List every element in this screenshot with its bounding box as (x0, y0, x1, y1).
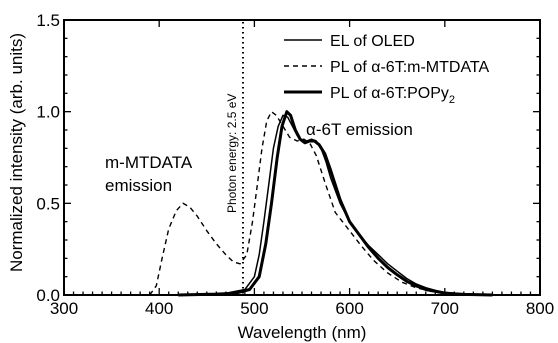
x-tick-label-300: 300 (50, 299, 78, 318)
x-tick-label-400: 400 (145, 299, 173, 318)
series-layer (149, 110, 493, 297)
annotation-mmtdata-line-1: m-MTDATA (105, 153, 193, 172)
annotation-mmtdata-line-2: emission (105, 176, 172, 195)
series-line-2 (178, 110, 493, 297)
ticks-layer: 300 400 500 600 700 800 0.0 0.5 1.0 1.5 (36, 11, 554, 318)
x-tick-label-600: 600 (335, 299, 363, 318)
photon-energy-label: Photon energy: 2.5 eV (225, 94, 239, 213)
y-axis-title: Normalized intensity (arb. units) (7, 33, 26, 272)
y-tick-label-0.5: 0.5 (36, 194, 60, 213)
x-tick-label-700: 700 (431, 299, 459, 318)
x-tick-label-800: 800 (526, 299, 554, 318)
x-tick-label-500: 500 (240, 299, 268, 318)
legend-label-pl-popy2-sub: 2 (449, 94, 455, 106)
legend-label-pl-popy2-main: PL of α-6T:POPy (330, 85, 449, 102)
legend-label-el-oled: EL of OLED (330, 33, 415, 50)
x-axis-title: Wavelength (nm) (238, 323, 367, 342)
legend-label-pl-popy2: PL of α-6T:POPy2 (330, 85, 455, 106)
legend-label-pl-mmtdata: PL of α-6T:m-MTDATA (330, 59, 490, 76)
y-tick-label-1.5: 1.5 (36, 11, 60, 30)
y-tick-label-1.0: 1.0 (36, 103, 60, 122)
legend: EL of OLED PL of α-6T:m-MTDATA PL of α-6… (284, 33, 490, 106)
annotation-a6t-emission: α-6T emission (306, 120, 413, 139)
y-tick-label-0.0: 0.0 (36, 286, 60, 305)
series-line-0 (159, 114, 493, 296)
